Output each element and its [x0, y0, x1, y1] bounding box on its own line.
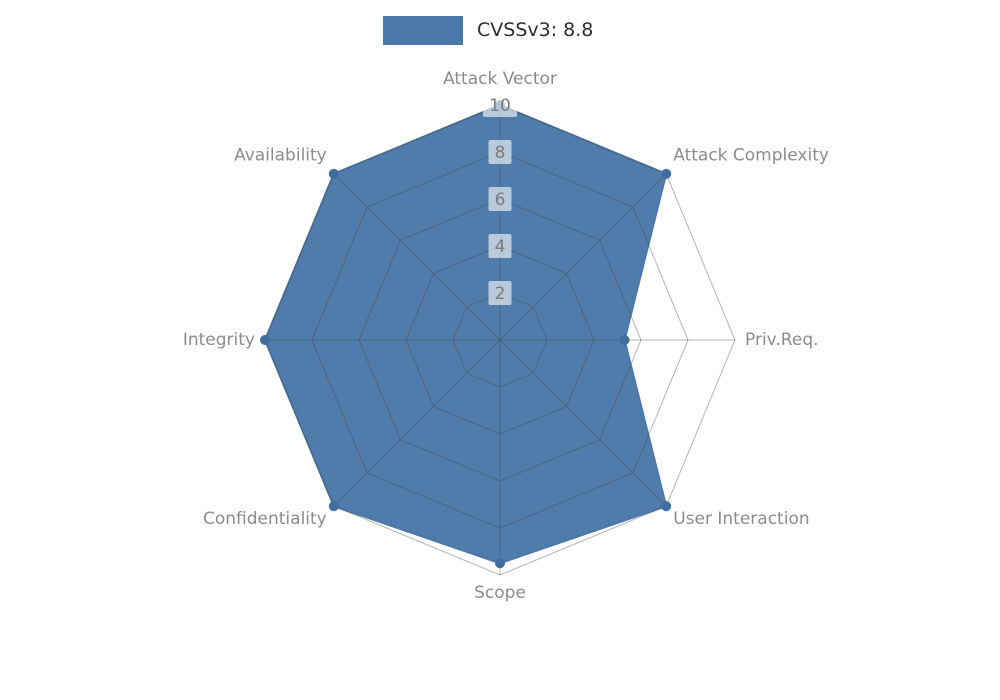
- legend-swatch: [383, 16, 463, 45]
- data-point-integrity: [260, 335, 270, 345]
- axis-label-integrity: Integrity: [183, 330, 255, 350]
- tick-label-2: 2: [495, 284, 506, 304]
- axis-label-scope: Scope: [474, 583, 526, 603]
- series-area-cvssv3-8-8: [264, 104, 668, 565]
- grid-ring-8: [311, 151, 689, 529]
- axis-spoke-user-interaction: [499, 339, 667, 507]
- grid-ring-4: [405, 245, 595, 435]
- axis-spoke-confidentiality: [333, 339, 501, 507]
- tick-label-bg-6: [488, 187, 512, 211]
- legend-label: CVSSv3: 8.8: [477, 19, 594, 41]
- axis-spoke-availability: [333, 173, 501, 341]
- data-point-scope: [495, 558, 505, 569]
- axis-label-attack-vector: Attack Vector: [443, 69, 557, 89]
- tick-label-4: 4: [495, 237, 506, 257]
- axis-label-user-interaction: User Interaction: [673, 509, 809, 529]
- axis-label-availability: Availability: [234, 145, 327, 165]
- data-point-confidentiality: [328, 501, 339, 512]
- data-point-user-interaction: [661, 501, 672, 512]
- tick-label-bg-10: [483, 93, 517, 117]
- tick-label-bg-4: [488, 234, 512, 258]
- tick-label-bg-2: [488, 281, 512, 305]
- data-point-availability: [328, 168, 339, 179]
- axis-spoke-attack-complexity: [499, 173, 667, 341]
- tick-label-10: 10: [489, 96, 511, 116]
- data-point-attack-complexity: [661, 168, 672, 179]
- axis-label-attack-complexity: Attack Complexity: [673, 145, 829, 165]
- tick-label-6: 6: [495, 190, 506, 210]
- grid-ring-10: [264, 104, 736, 576]
- axis-label-confidentiality: Confidentiality: [203, 509, 327, 529]
- data-point-priv-req: [619, 335, 630, 345]
- tick-label-bg-8: [488, 140, 512, 164]
- grid-ring-2: [452, 292, 548, 388]
- grid-ring-6: [358, 198, 642, 482]
- axis-label-priv-req: Priv.Req.: [745, 330, 819, 350]
- chart-legend: CVSSv3: 8.8: [383, 16, 593, 45]
- tick-label-8: 8: [495, 143, 506, 163]
